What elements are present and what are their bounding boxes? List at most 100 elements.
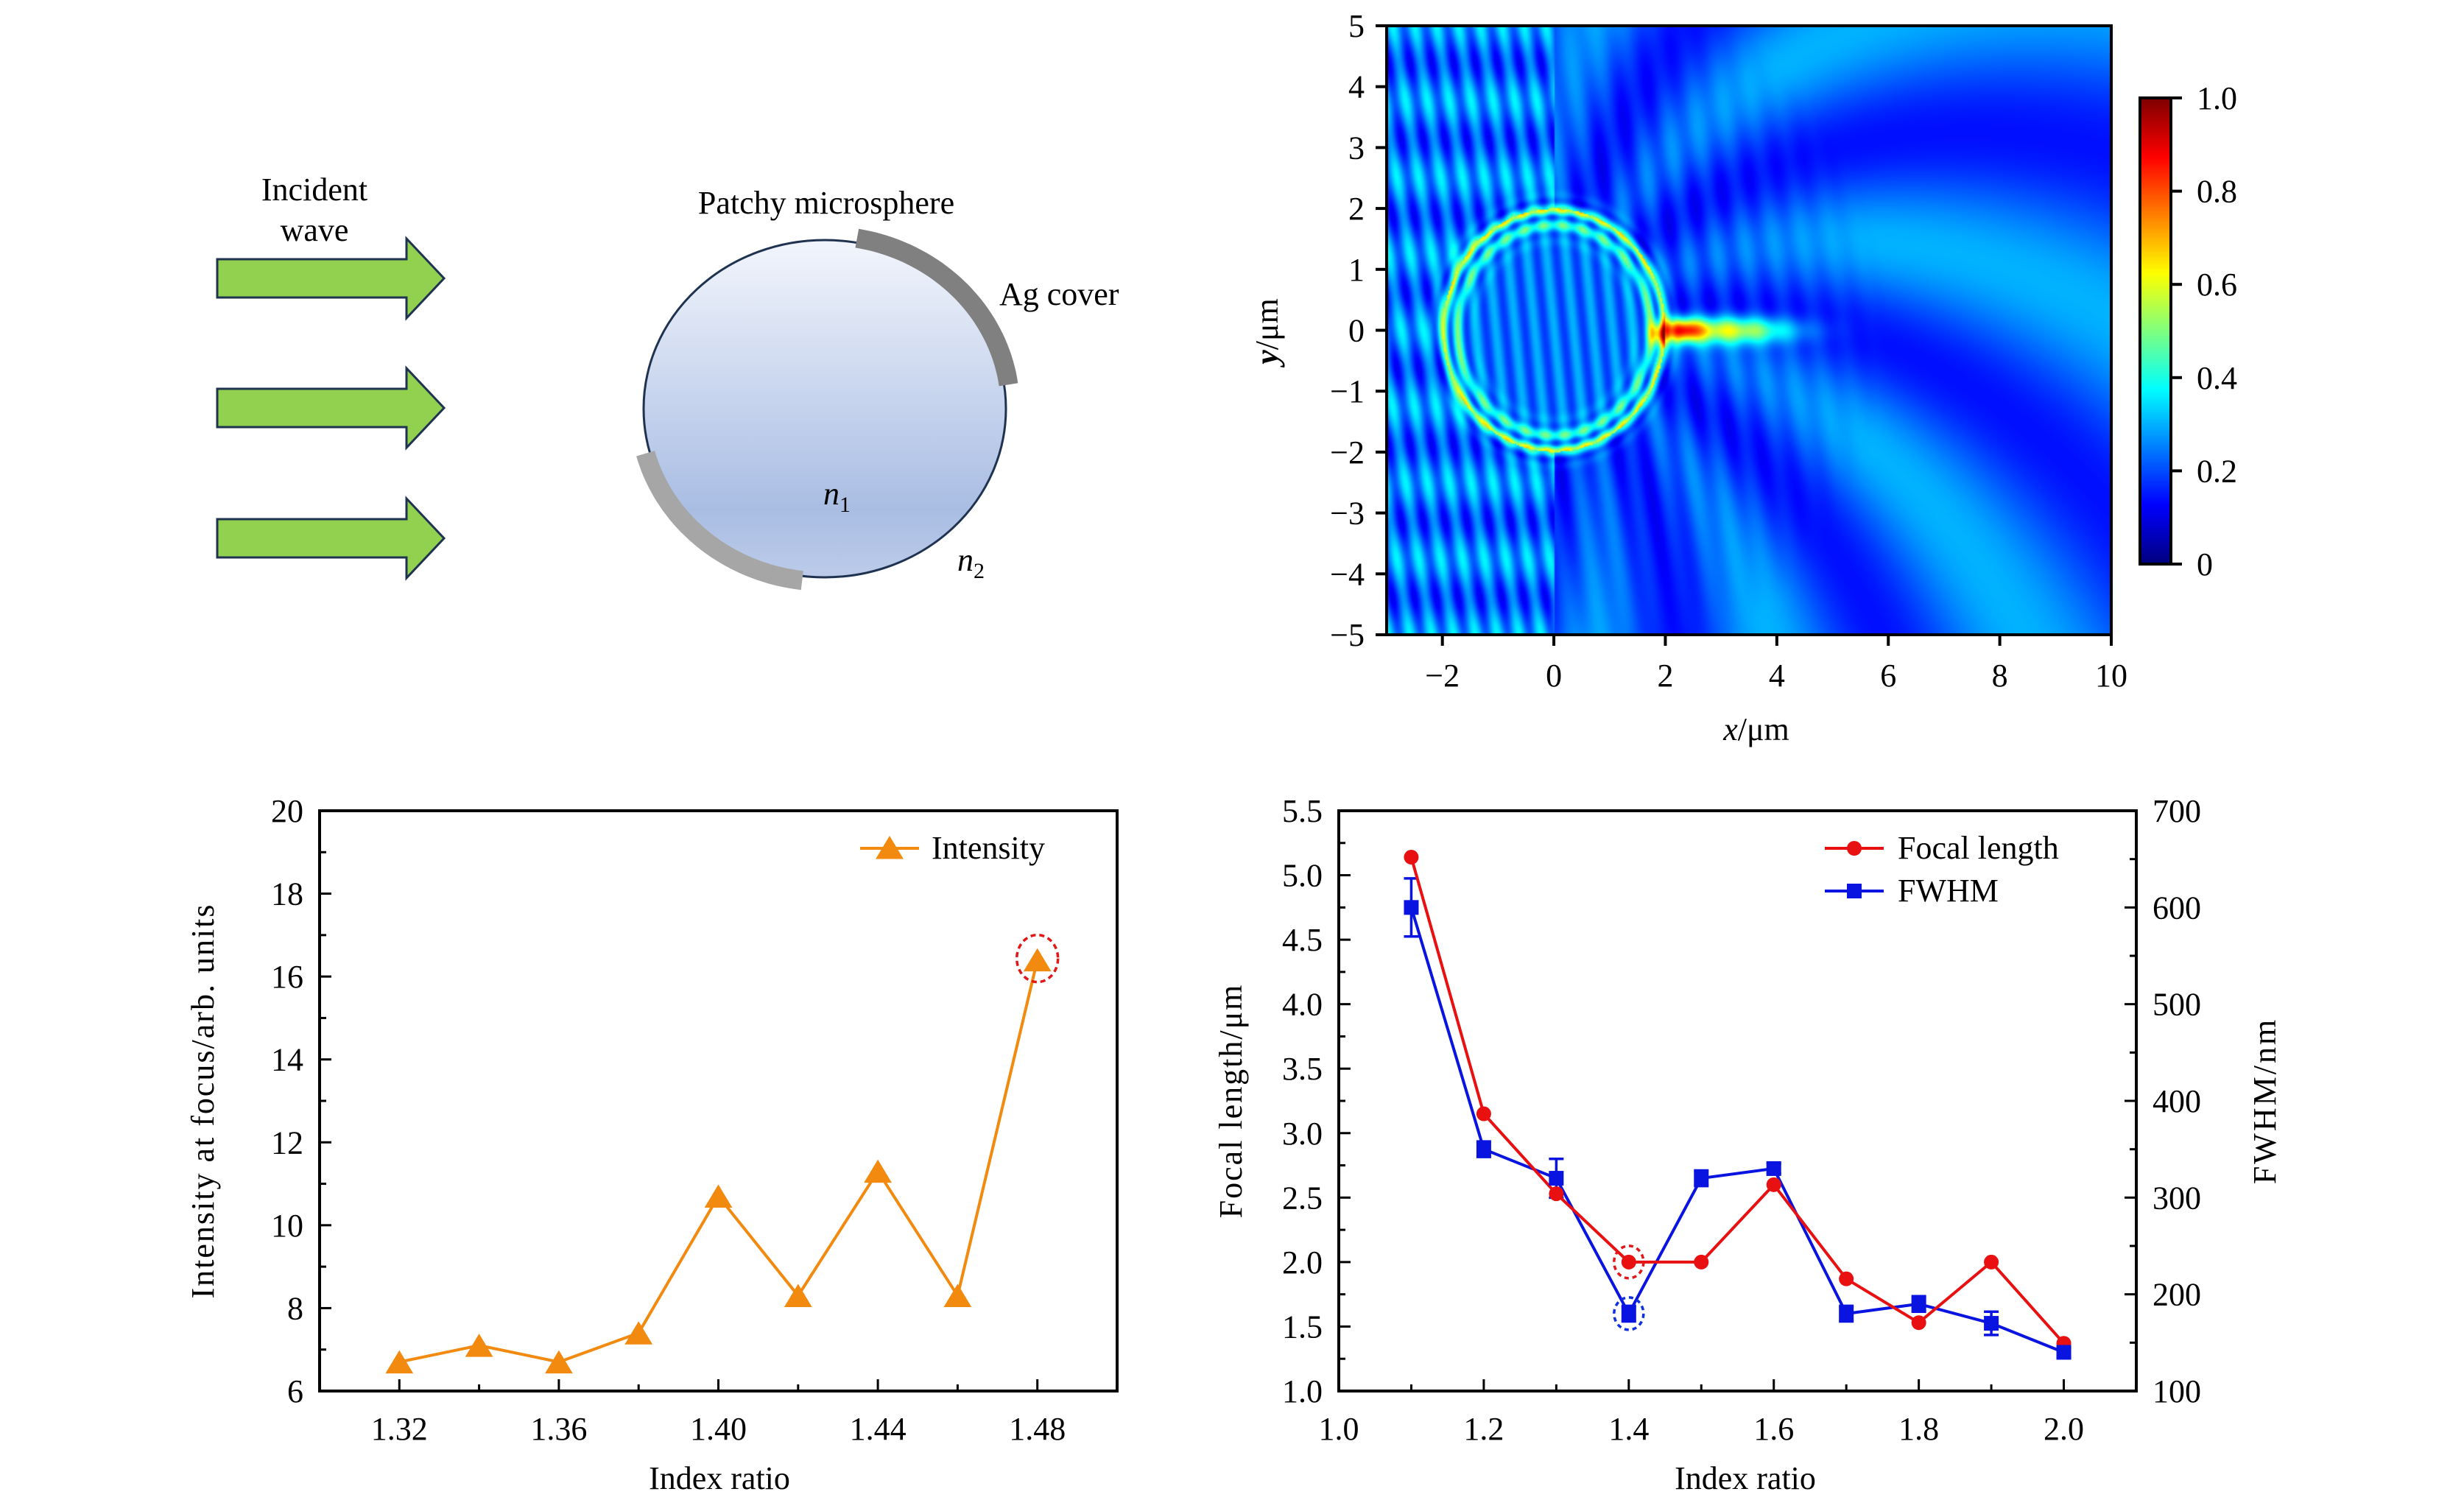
incident-arrow-icon xyxy=(216,365,446,451)
y-tick-label: 6 xyxy=(287,1373,303,1409)
y-tick-label: 4 xyxy=(1348,69,1365,105)
y-tick-label: 5 xyxy=(1348,8,1365,44)
y-tick-label: 4.0 xyxy=(1282,987,1323,1023)
focal-fwhm-legend: Focal length FWHM xyxy=(1825,830,2059,909)
intensity-axis-ticks: 1.32 1.36 1.40 1.44 1.48 6 8 10 12 14 16 18 20 xyxy=(271,793,1066,1447)
intensity-legend: Intensity xyxy=(860,830,1045,866)
heatmap-y-ticks: 5 4 3 2 1 0 −1 −2 −3 −4 −5 xyxy=(1330,8,1387,653)
intensity-data-point xyxy=(624,1321,653,1345)
colorbar-tick-label: 1.0 xyxy=(2197,80,2237,116)
x-tick-label: 1.4 xyxy=(1608,1411,1649,1447)
colorbar-frame xyxy=(2139,96,2172,566)
legend-label-intensity: Intensity xyxy=(932,830,1045,866)
intensity-data-point xyxy=(465,1334,493,1357)
colorbar-tick-label: 0.4 xyxy=(2197,360,2237,396)
intensity-plot-frame xyxy=(318,809,1119,1392)
colorbar-tick-label: 0.2 xyxy=(2197,453,2237,489)
fwhm-data-point xyxy=(1549,1171,1564,1186)
y-right-tick-label: 400 xyxy=(2153,1083,2201,1119)
x-tick-label: 1.2 xyxy=(1463,1411,1504,1447)
intensity-data-point xyxy=(385,1350,414,1374)
intensity-data-point xyxy=(784,1284,812,1308)
n1-label: n1 xyxy=(823,476,851,517)
x-tick-label: 2.0 xyxy=(2044,1411,2084,1447)
y-tick-label: 3.5 xyxy=(1282,1051,1323,1087)
x-tick-label: 10 xyxy=(2095,658,2127,694)
intensity-series xyxy=(385,933,1060,1374)
highlight-dashed-circle xyxy=(1613,1296,1645,1331)
y-tick-label: 20 xyxy=(271,793,303,829)
x-tick-label: 1.48 xyxy=(1009,1411,1066,1447)
y-tick-label: 2.0 xyxy=(1282,1244,1323,1281)
intensity-data-point xyxy=(943,1284,972,1308)
x-tick-label: 1.40 xyxy=(690,1411,747,1447)
y-tick-label: 4.5 xyxy=(1282,922,1323,958)
heatmap-frame xyxy=(1385,24,2113,636)
x-tick-label: −2 xyxy=(1425,658,1460,694)
field-intensity-heatmap xyxy=(1387,26,2111,635)
y-tick-label: 2.5 xyxy=(1282,1180,1323,1216)
intensity-data-point xyxy=(1023,948,1052,972)
intensity-data-point xyxy=(704,1184,733,1208)
y-tick-label: 10 xyxy=(271,1208,303,1244)
fwhm-data-point xyxy=(1476,1141,1491,1157)
y-tick-label: 3 xyxy=(1348,130,1365,166)
y-tick-label: 3.0 xyxy=(1282,1116,1323,1152)
focal-fwhm-series xyxy=(1404,850,2071,1360)
colorbar-gradient xyxy=(2140,98,2171,564)
intensity-data-point xyxy=(864,1159,892,1183)
fwhm-data-point xyxy=(1911,1296,1926,1311)
x-tick-label: 1.8 xyxy=(1898,1411,1939,1447)
focal-x-axis-label: Index ratio xyxy=(1675,1460,1816,1496)
x-tick-label: 1.36 xyxy=(530,1411,587,1447)
y-tick-label: −2 xyxy=(1330,434,1365,471)
legend-square-icon xyxy=(1847,884,1862,898)
heatmap-x-axis-label: x/μm xyxy=(1722,711,1789,747)
focal-length-data-point xyxy=(1476,1106,1491,1122)
y-right-tick-label: 700 xyxy=(2153,793,2201,829)
fwhm-data-point xyxy=(1766,1161,1781,1176)
heatmap-x-ticks: −2 0 2 4 6 8 10 xyxy=(1425,635,2127,694)
intensity-y-axis-label: Intensity at focus/arb. units xyxy=(185,903,221,1298)
y-tick-label: 16 xyxy=(271,959,303,995)
focal-length-data-point xyxy=(1984,1254,1999,1270)
legend-label-fwhm: FWHM xyxy=(1898,873,1999,909)
y-tick-label: 18 xyxy=(271,876,303,912)
focal-fwhm-chart-panel: 1.0 1.2 1.4 1.6 1.8 2.0 1.0 1.5 2.0 2.5 3.0 3.5 4.0 4… xyxy=(1213,793,2283,1496)
fwhm-line xyxy=(1409,906,2065,1354)
y-tick-label: 5.0 xyxy=(1282,858,1323,894)
fwhm-data-point xyxy=(1984,1316,1999,1331)
focal-length-data-point xyxy=(1621,1254,1636,1270)
n2-label: n2 xyxy=(957,542,985,583)
sphere-label: Patchy microsphere xyxy=(698,185,954,221)
incident-arrow-icon xyxy=(216,236,446,321)
fwhm-data-point xyxy=(2056,1345,2071,1360)
y-tick-label: 1.0 xyxy=(1282,1373,1323,1409)
ag-cover-lower-arc xyxy=(636,451,803,591)
legend-circle-icon xyxy=(1847,841,1862,856)
x-tick-label: 1.6 xyxy=(1753,1411,1794,1447)
fwhm-data-point xyxy=(1694,1171,1709,1186)
microsphere xyxy=(642,239,1007,579)
y-tick-label: 12 xyxy=(271,1124,303,1161)
incident-arrows xyxy=(216,236,446,581)
focal-plot-frame xyxy=(1337,809,2138,1392)
fwhm-data-point xyxy=(1404,900,1419,915)
y-tick-label: 14 xyxy=(271,1042,303,1078)
focal-y-axis-label: Focal length/μm xyxy=(1213,984,1249,1219)
schematic-panel: Incident wave Patchy microsphere Ag cove… xyxy=(216,172,1119,591)
colorbar-tick-label: 0 xyxy=(2197,546,2213,582)
x-tick-label: 0 xyxy=(1546,658,1562,694)
x-tick-label: 8 xyxy=(1992,658,2008,694)
x-tick-label: 1.32 xyxy=(371,1411,428,1447)
intensity-x-axis-label: Index ratio xyxy=(649,1460,790,1496)
fwhm-y-axis-label: FWHM/nm xyxy=(2247,1018,2283,1184)
focal-length-data-point xyxy=(1766,1177,1781,1192)
incident-wave-label-line2: wave xyxy=(281,212,349,248)
x-tick-label: 1.0 xyxy=(1319,1411,1359,1447)
highlight-dashed-circle xyxy=(1015,933,1060,984)
y-right-tick-label: 100 xyxy=(2153,1373,2201,1409)
incident-arrow-icon xyxy=(216,496,446,581)
focal-length-data-point xyxy=(1839,1271,1854,1286)
